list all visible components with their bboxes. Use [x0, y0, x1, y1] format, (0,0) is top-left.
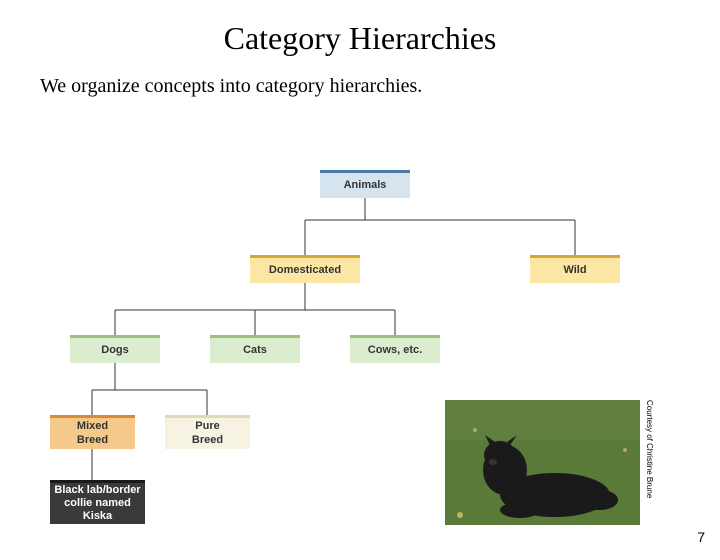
- node-animals: Animals: [320, 170, 410, 198]
- hierarchy-diagram: Animals Domesticated Wild Dogs Cats Cows, etc…: [50, 160, 670, 530]
- node-mixed: Mixed Breed: [50, 415, 135, 449]
- node-cows: Cows, etc.: [350, 335, 440, 363]
- dog-photo: [445, 400, 640, 525]
- node-cats: Cats: [210, 335, 300, 363]
- node-dogs: Dogs: [70, 335, 160, 363]
- node-pure: Pure Breed: [165, 415, 250, 449]
- photo-credit: Courtesy of Christine Brune: [645, 400, 654, 525]
- page-number: 7: [697, 529, 705, 545]
- node-domesticated: Domesticated: [250, 255, 360, 283]
- node-kiska: Black lab/border collie named Kiska: [50, 480, 145, 524]
- page-subtitle: We organize concepts into category hiera…: [40, 75, 720, 98]
- page-title: Category Hierarchies: [0, 20, 720, 57]
- node-wild: Wild: [530, 255, 620, 283]
